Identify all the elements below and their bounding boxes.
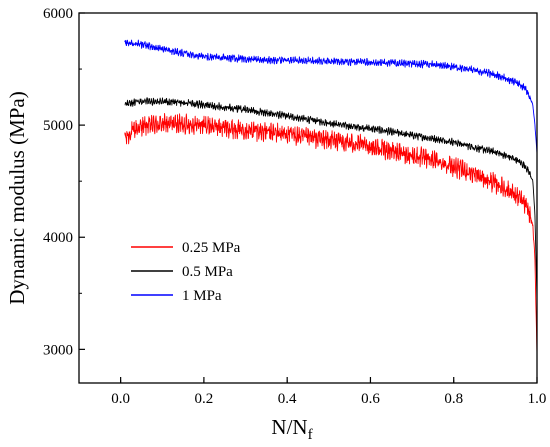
legend-label: 0.25 MPa [182,240,241,256]
legend-label: 1 MPa [182,288,222,304]
y-tick-label: 6000 [43,6,73,22]
y-axis-ticks: 3000 4000 5000 6000 [43,6,85,358]
x-tick-label: 0.6 [361,391,380,407]
legend: 0.25 MPa 0.5 MPa 1 MPa [131,240,241,304]
x-axis-title-main: N/N [271,415,307,439]
plot-frame [78,12,538,384]
series-line [124,39,538,154]
y-tick-label: 4000 [43,230,73,246]
y-tick-label: 5000 [43,118,73,134]
y-tick-label: 3000 [43,342,73,358]
x-tick-label: 0.8 [444,391,463,407]
x-axis-title: N/Nf [271,415,312,443]
x-axis-title-subscript: f [308,427,313,443]
y-axis-title: Dynamic modulus (MPa) [5,91,29,304]
series-line [124,97,538,300]
legend-label: 0.5 MPa [182,264,233,280]
x-tick-label: 0.2 [195,391,214,407]
x-axis-ticks: 0.0 0.2 0.4 0.6 0.8 1.0 [111,377,546,407]
x-tick-label: 1.0 [528,391,547,407]
series-line [124,112,538,354]
series-layer [124,39,538,354]
x-tick-label: 0.0 [111,391,130,407]
x-tick-label: 0.4 [278,391,297,407]
